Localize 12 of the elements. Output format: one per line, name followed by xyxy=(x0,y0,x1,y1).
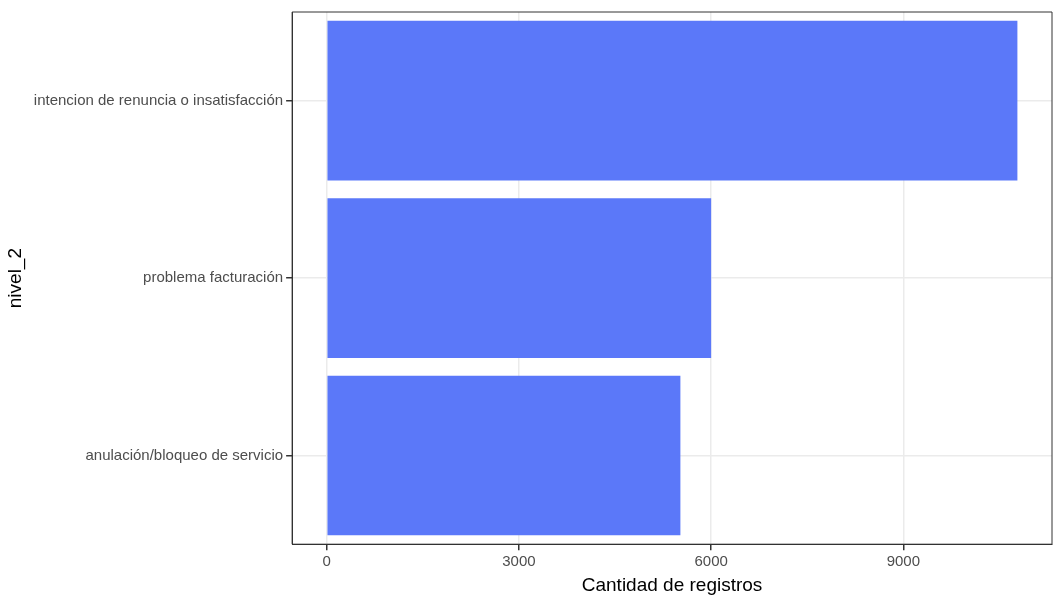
bar xyxy=(327,375,681,536)
x-tick-label: 9000 xyxy=(886,552,921,570)
x-tick-label: 3000 xyxy=(502,552,536,570)
x-tick-label: 0 xyxy=(322,552,331,570)
y-tick-label: intencion de renuncia o insatisfacción xyxy=(33,90,284,108)
y-axis-title: nivel_2 xyxy=(3,247,26,309)
y-tick-label: problema facturación xyxy=(143,268,284,286)
bar xyxy=(327,198,712,358)
x-tick-label: 6000 xyxy=(694,552,728,570)
x-axis-title: Cantidad de registros xyxy=(581,573,763,595)
bar xyxy=(327,20,1018,181)
y-tick-label: anulación/bloqueo de servicio xyxy=(85,445,284,463)
